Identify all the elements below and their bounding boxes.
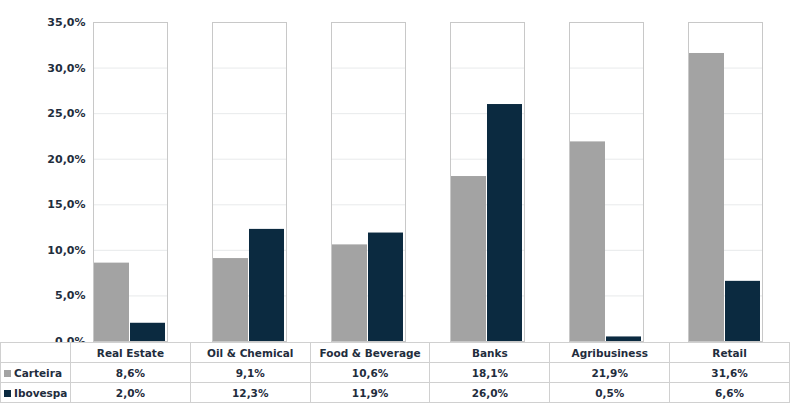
html-text:8,6%: 8,6% <box>115 366 145 379</box>
html-text:18,1%: 18,1% <box>471 366 509 379</box>
svg-text:30,0%: 30,0% <box>47 62 85 75</box>
html-text:11,9%: 11,9% <box>351 386 389 399</box>
svg-text:0,0%: 0,0% <box>55 335 86 342</box>
svg-text:20,0%: 20,0% <box>47 153 85 166</box>
html-text:0,5%: 0,5% <box>595 386 625 399</box>
html-text:Food & Beverage: Food & Beverage <box>319 346 421 359</box>
html-text:21,9%: 21,9% <box>591 366 628 379</box>
html-text:10,6%: 10,6% <box>351 366 389 379</box>
html-text:Retail: Retail <box>712 346 747 359</box>
html-text:Real Estate: Real Estate <box>96 346 164 359</box>
html-text:9,1%: 9,1% <box>235 366 265 379</box>
html-text:Banks: Banks <box>472 346 508 359</box>
html-text:Carteira: Carteira <box>14 366 62 379</box>
html-text:2,0%: 2,0% <box>115 386 145 399</box>
svg-text:5,0%: 5,0% <box>55 289 86 302</box>
html-text:Agribusiness: Agribusiness <box>571 346 648 359</box>
html-text:Oil & Chemical: Oil & Chemical <box>207 346 294 359</box>
html-text:26,0%: 26,0% <box>471 386 509 399</box>
html-text:12,3%: 12,3% <box>232 386 269 399</box>
html-text:Ibovespa: Ibovespa <box>14 386 68 399</box>
svg-text:35,0%: 35,0% <box>47 16 85 29</box>
svg-text:10,0%: 10,0% <box>47 244 85 257</box>
svg-text:25,0%: 25,0% <box>47 107 85 120</box>
svg-text:15,0%: 15,0% <box>47 198 85 211</box>
html-text:31,6%: 31,6% <box>711 366 748 379</box>
html-text:6,6%: 6,6% <box>715 386 745 399</box>
